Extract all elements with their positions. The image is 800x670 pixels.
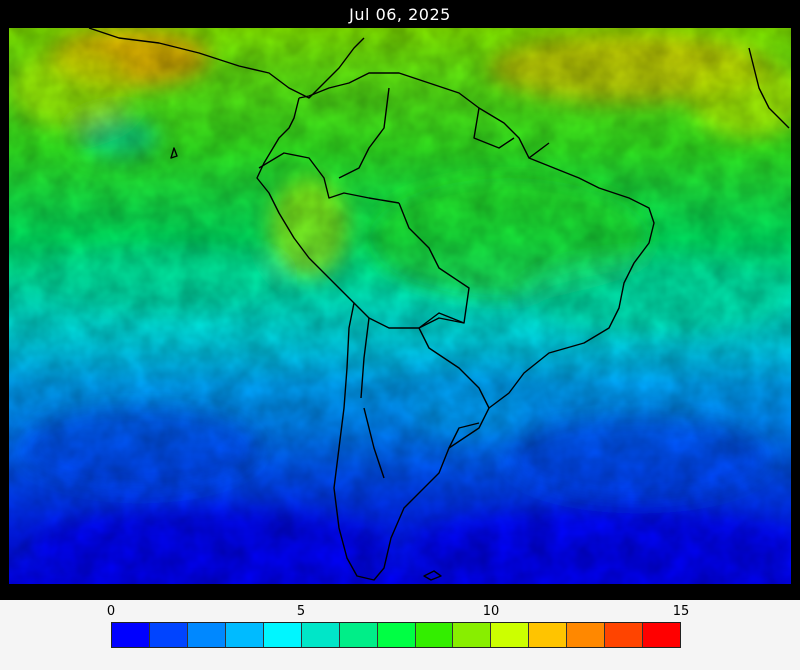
legend-area: 0 5 10 15 <box>0 600 800 670</box>
color-swatch-10 <box>491 623 530 647</box>
legend-tick-0: 0 <box>106 604 116 619</box>
color-swatch-3 <box>225 623 264 647</box>
color-swatch-0 <box>112 623 150 647</box>
color-swatch-4 <box>263 623 302 647</box>
precipitable-water-map <box>9 28 791 584</box>
color-swatch-14 <box>643 623 681 647</box>
color-swatch-6 <box>339 623 378 647</box>
color-swatch-7 <box>377 623 416 647</box>
color-swatch-5 <box>301 623 340 647</box>
color-swatch-9 <box>453 623 492 647</box>
map-panel <box>9 28 791 584</box>
legend-tick-5: 5 <box>296 604 306 619</box>
field-texture <box>9 28 791 584</box>
legend-tick-10: 10 <box>482 604 500 619</box>
color-swatch-12 <box>567 623 606 647</box>
legend-tick-15: 15 <box>672 604 690 619</box>
color-swatch-8 <box>415 623 454 647</box>
color-swatch-11 <box>529 623 568 647</box>
coastlines <box>88 28 790 581</box>
color-swatch-2 <box>187 623 226 647</box>
color-swatch-1 <box>149 623 188 647</box>
map-title: Jul 06, 2025 <box>349 5 451 24</box>
color-swatch-13 <box>605 623 644 647</box>
color-scale-bar <box>111 622 681 648</box>
